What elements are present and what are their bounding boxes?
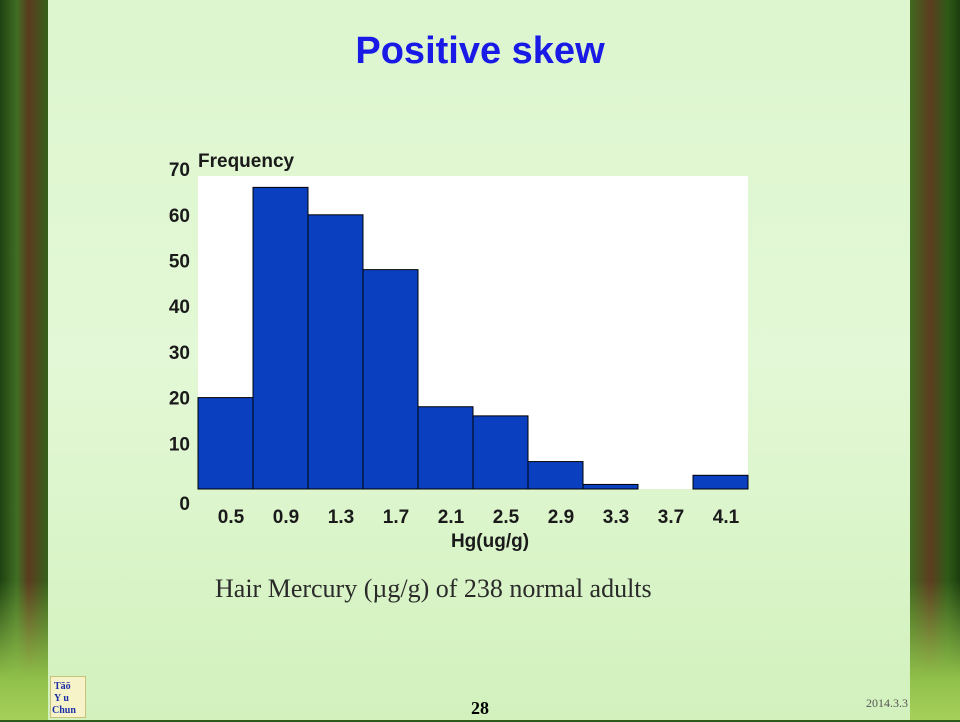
bar-0.5 bbox=[197, 397, 254, 490]
svg-text:Chun: Chun bbox=[52, 705, 76, 716]
y-tick-20: 20 bbox=[169, 389, 190, 410]
slide-title: Positive skew bbox=[355, 30, 605, 72]
bar-1.7 bbox=[362, 269, 419, 490]
x-tick-2.1: 2.1 bbox=[438, 507, 465, 528]
x-tick-0.5: 0.5 bbox=[218, 507, 245, 528]
bar-1.3 bbox=[307, 214, 364, 490]
y-tick-10: 10 bbox=[169, 434, 190, 455]
bar-2.1 bbox=[417, 406, 474, 490]
chart-caption: Hair Mercury (µg/g) of 238 normal adults bbox=[215, 574, 652, 603]
y-tick-50: 50 bbox=[169, 252, 190, 273]
forest-border-left bbox=[0, 0, 48, 720]
page-number: 28 bbox=[471, 698, 489, 718]
forest-border-right bbox=[910, 0, 960, 720]
x-tick-4.1: 4.1 bbox=[713, 507, 740, 528]
y-axis-label: Frequency bbox=[198, 151, 295, 172]
x-tick-1.3: 1.3 bbox=[328, 507, 354, 528]
bar-0.9 bbox=[252, 186, 309, 490]
x-axis-label: Hg(ug/g) bbox=[451, 531, 529, 552]
x-tick-1.7: 1.7 bbox=[383, 507, 409, 528]
y-tick-0: 0 bbox=[179, 494, 190, 515]
x-tick-labels: 0.5 0.9 1.3 1.7 2.1 2.5 2.9 3.3 3.7 4.1 bbox=[218, 507, 740, 528]
x-tick-3.3: 3.3 bbox=[603, 507, 629, 528]
svg-text:Tāō: Tāō bbox=[54, 681, 71, 692]
x-tick-0.9: 0.9 bbox=[273, 507, 299, 528]
bar-3.3 bbox=[582, 483, 639, 490]
logo: Tāō Y u Chun bbox=[50, 676, 86, 718]
y-tick-30: 30 bbox=[169, 343, 190, 364]
slide-date: 2014.3.3 bbox=[866, 696, 908, 710]
x-tick-2.9: 2.9 bbox=[548, 507, 574, 528]
y-tick-labels: 0 10 20 30 40 50 60 70 bbox=[169, 160, 190, 515]
bar-2.9 bbox=[527, 461, 584, 490]
x-tick-2.5: 2.5 bbox=[493, 507, 520, 528]
bar-2.5 bbox=[472, 415, 529, 490]
y-tick-70: 70 bbox=[169, 160, 190, 181]
svg-text:Y u: Y u bbox=[54, 693, 69, 704]
x-tick-3.7: 3.7 bbox=[658, 507, 684, 528]
y-tick-40: 40 bbox=[169, 297, 190, 318]
bar-4.1 bbox=[692, 474, 749, 490]
bars-group bbox=[197, 186, 749, 490]
y-tick-60: 60 bbox=[169, 206, 190, 227]
